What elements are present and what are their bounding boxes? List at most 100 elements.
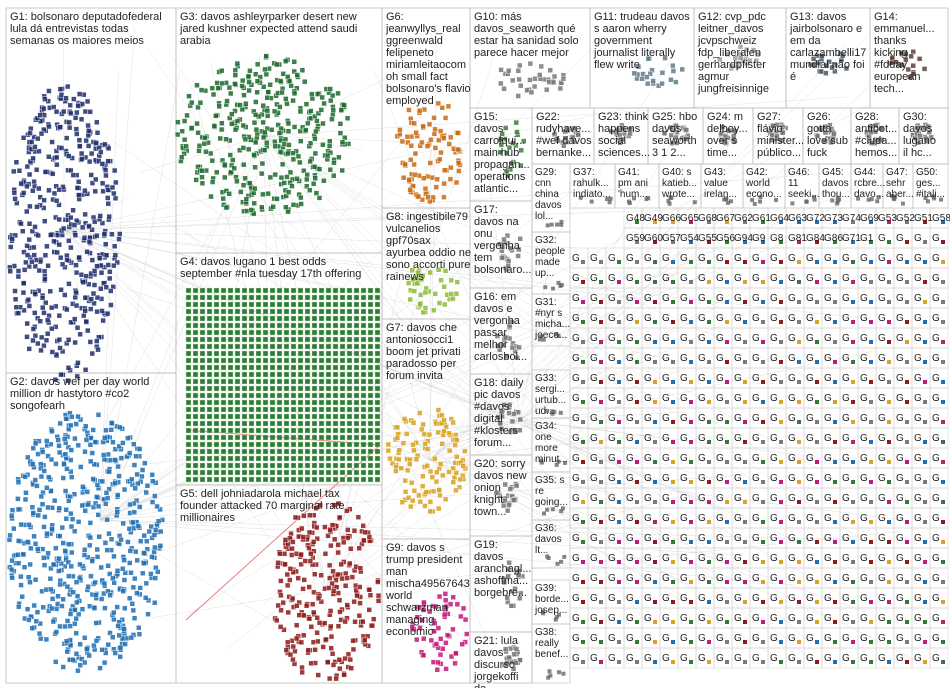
group-label-tiny: G: [572, 373, 580, 384]
node: [923, 520, 927, 524]
node: [248, 301, 255, 308]
node: [923, 640, 927, 644]
node: [262, 413, 269, 420]
node: [255, 462, 262, 469]
group-label-tiny: G: [914, 253, 922, 264]
node: [815, 420, 819, 424]
node: [332, 294, 339, 301]
node: [55, 437, 61, 443]
node: [439, 441, 445, 447]
node: [121, 577, 128, 583]
node: [32, 440, 39, 447]
node: [283, 336, 290, 343]
group-label-tiny: G: [914, 293, 922, 304]
node: [320, 644, 326, 650]
node: [262, 350, 269, 357]
node: [441, 284, 447, 290]
node: [56, 186, 63, 193]
node: [531, 83, 538, 90]
group-label-tiny: G: [716, 433, 724, 444]
node: [342, 134, 348, 141]
group-label-tiny: G: [734, 513, 742, 524]
node: [206, 322, 213, 329]
node: [79, 224, 86, 231]
group-label-tiny: G: [770, 273, 778, 284]
group-label-tiny: G: [698, 373, 706, 384]
group-label-tiny: G: [680, 513, 688, 524]
node: [301, 513, 307, 519]
group-label-tiny: G: [608, 413, 616, 424]
group-label-tiny: G: [590, 553, 598, 564]
node: [426, 431, 433, 438]
node: [24, 243, 30, 249]
node: [407, 156, 414, 163]
node: [462, 616, 469, 623]
node: [136, 631, 143, 637]
node: [79, 156, 85, 162]
group-label-tiny: G: [662, 653, 670, 664]
node: [206, 476, 213, 483]
node: [86, 158, 93, 165]
node: [27, 203, 33, 210]
node: [360, 434, 367, 441]
group-label-tiny: G: [914, 613, 922, 624]
node: [120, 588, 126, 594]
group-label-tiny: G: [608, 533, 616, 544]
node: [97, 213, 104, 219]
node: [617, 620, 621, 624]
node: [258, 170, 265, 177]
group-label-tiny: G: [806, 313, 814, 324]
node: [289, 545, 295, 552]
node: [51, 497, 58, 504]
node: [498, 67, 504, 73]
node: [185, 462, 192, 469]
group-label-tiny: G: [860, 393, 868, 404]
node: [93, 140, 100, 146]
node: [923, 660, 927, 664]
node: [355, 514, 362, 520]
node: [670, 68, 677, 74]
node: [437, 128, 444, 134]
node: [511, 411, 517, 417]
node: [558, 410, 563, 415]
node: [332, 308, 339, 315]
node: [227, 420, 234, 427]
edge: [325, 496, 679, 591]
node: [617, 280, 621, 284]
node: [339, 448, 346, 455]
node: [287, 651, 294, 658]
node: [262, 371, 269, 378]
node: [506, 502, 512, 508]
node: [325, 350, 332, 357]
node: [111, 243, 118, 250]
node: [393, 468, 399, 474]
node: [198, 87, 205, 93]
node: [306, 187, 313, 193]
node: [185, 371, 192, 378]
node: [546, 555, 551, 560]
node: [851, 340, 855, 344]
node: [105, 262, 112, 268]
node: [581, 620, 585, 624]
node: [325, 420, 332, 427]
node: [248, 357, 255, 364]
node: [64, 306, 70, 313]
node: [298, 201, 304, 207]
node: [43, 636, 50, 643]
group-label-tiny: G: [824, 393, 832, 404]
group-label-tiny: G: [788, 473, 796, 484]
node: [398, 465, 405, 472]
node: [199, 476, 206, 483]
node: [227, 364, 234, 371]
node: [136, 504, 143, 510]
node: [761, 560, 765, 564]
node: [96, 533, 102, 540]
node: [304, 294, 311, 301]
node: [186, 93, 192, 99]
edge: [263, 135, 828, 387]
node: [101, 231, 108, 237]
node: [126, 525, 133, 532]
node: [360, 462, 367, 469]
node: [346, 322, 353, 329]
node: [93, 494, 100, 500]
